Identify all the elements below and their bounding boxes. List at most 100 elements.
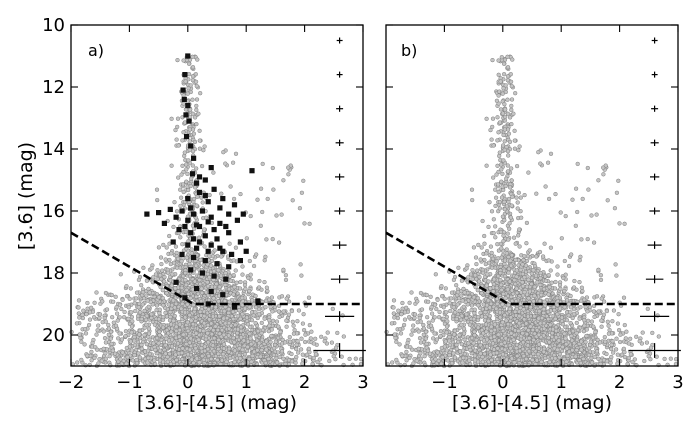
field-star-point [289,359,295,364]
field-star-point [174,265,180,270]
field-star-point [499,195,505,200]
field-star-point [513,91,518,96]
member-point [199,208,205,214]
field-star-point [281,356,286,361]
field-star-point [267,323,272,328]
field-star-point [527,248,532,253]
field-star-point [509,103,514,109]
field-star-point [86,322,92,328]
field-star-point [296,308,302,313]
field-star-point [319,334,324,339]
member-point [188,143,194,149]
field-star-point [279,349,285,354]
field-star-point [185,302,190,307]
field-star-point [175,341,181,346]
field-star-point [205,346,211,352]
field-star-point [500,91,505,96]
member-point [202,192,208,199]
field-star-point [142,308,147,314]
field-star-point [173,127,178,133]
field-star-point [201,328,206,334]
field-star-point [242,306,248,311]
member-point [170,239,176,245]
field-star-point [281,267,286,272]
field-star-point [507,115,513,120]
field-star-point [159,261,164,267]
field-star-point [514,195,519,200]
field-star-point [232,340,237,345]
field-star-point [211,170,216,175]
field-star-point [216,346,221,352]
field-star-point [118,357,123,362]
field-star-point [514,163,520,169]
field-star-point [144,322,149,327]
field-star-point [299,190,305,195]
field-star-point [616,327,622,333]
field-star-point [496,130,501,135]
field-star-point [240,295,245,301]
member-point [237,258,243,264]
field-star-point [488,127,493,133]
field-star-point [249,298,255,303]
field-star-point [233,151,239,156]
field-star-point [132,338,137,343]
field-star-point [179,172,184,177]
field-star-point [133,308,138,314]
field-star-point [136,305,141,310]
field-star-point [240,264,245,269]
field-star-point [258,186,264,191]
field-star-point [249,318,255,323]
field-star-point [235,330,240,336]
field-star-point [169,163,174,168]
field-star-point [158,255,164,260]
field-star-point [270,309,275,314]
field-star-point [190,74,196,79]
field-star-point [124,361,129,366]
field-star-point [522,192,527,198]
field-star-point [211,296,216,301]
field-star-point [267,318,272,323]
field-star-point [398,331,404,336]
field-star-point [103,351,108,356]
field-star-point [158,273,163,278]
field-star-point [516,190,521,195]
field-star-point [77,315,82,320]
member-point [196,239,203,245]
member-point [202,177,208,183]
field-star-point [221,352,226,357]
field-star-point [251,263,257,269]
panel-a-scatter [69,54,364,369]
field-star-point [249,342,254,347]
field-star-point [339,354,344,359]
field-star-point [278,329,283,335]
field-star-point [137,301,142,306]
field-star-point [540,254,546,259]
field-star-point [157,307,162,312]
field-star-point [268,304,273,310]
field-star-point [155,197,160,203]
field-star-point [87,310,93,315]
field-star-point [190,65,196,70]
field-star-point [154,187,160,192]
field-star-point [264,285,270,290]
field-star-point [493,235,498,240]
field-star-point [247,304,252,310]
member-point [188,267,194,273]
field-star-point [207,253,212,259]
field-star-point [111,299,116,304]
x-tick-label: −2 [58,372,85,393]
field-star-point [108,329,114,334]
field-star-point [489,137,494,142]
field-star-point [509,97,515,102]
field-star-point [262,279,267,285]
field-star-point [514,286,519,291]
field-star-point [77,332,82,337]
field-star-point [499,162,504,167]
field-star-point [517,144,522,149]
field-star-point [193,346,198,351]
field-star-point [454,283,459,288]
field-star-point [209,321,214,326]
field-star-point [526,170,531,175]
field-star-point [303,332,308,337]
